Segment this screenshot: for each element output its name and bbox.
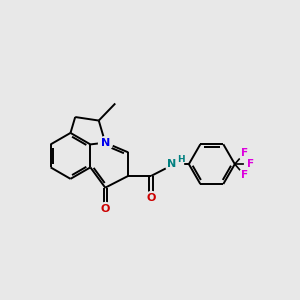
Text: F: F	[248, 159, 255, 169]
Text: F: F	[241, 148, 248, 158]
Text: N: N	[100, 138, 110, 148]
Text: N: N	[167, 158, 176, 169]
Text: H: H	[177, 155, 184, 164]
Text: O: O	[146, 193, 156, 203]
Text: F: F	[241, 170, 248, 180]
Text: O: O	[100, 205, 110, 214]
